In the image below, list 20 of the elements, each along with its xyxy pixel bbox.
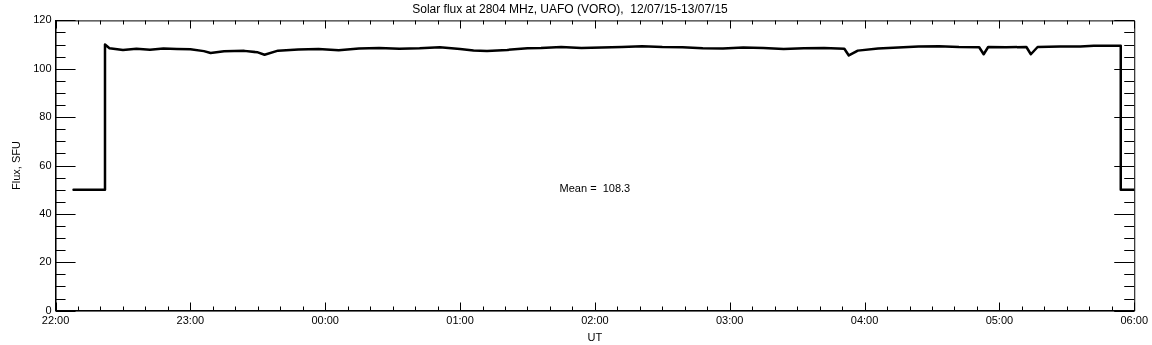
y-tick-label: 20	[39, 255, 52, 268]
x-tick-label: 06:00	[1120, 314, 1148, 327]
x-tick-label: 00:00	[311, 314, 339, 327]
x-tick-label: 02:00	[581, 314, 609, 327]
x-tick-label: 23:00	[176, 314, 205, 327]
y-tick-label: 80	[39, 110, 52, 123]
annotation: Mean = 108.3	[559, 181, 631, 194]
x-tick-label: 01:00	[446, 314, 474, 327]
y-tick-label: 0	[45, 303, 52, 316]
chart-title: Solar flux at 2804 MHz, UAFO (VORO), 12/07/15-13/07/15	[412, 1, 729, 16]
y-axis-title: Flux, SFU	[9, 141, 22, 190]
x-tick-label: 04:00	[850, 314, 879, 327]
x-tick-label: 05:00	[985, 314, 1014, 327]
x-axis-title: UT	[587, 331, 603, 344]
y-tick-label: 40	[39, 206, 52, 219]
x-tick-label: 03:00	[715, 314, 744, 327]
y-tick-label: 100	[33, 61, 52, 74]
y-tick-label: 120	[33, 13, 52, 26]
x-tick-label: 22:00	[41, 314, 70, 327]
y-tick-label: 60	[39, 158, 52, 171]
